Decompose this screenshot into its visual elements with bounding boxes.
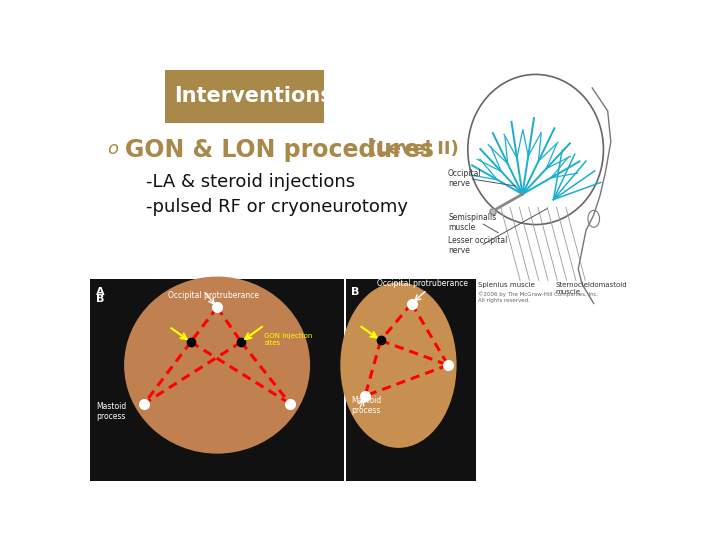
Text: B: B — [351, 287, 359, 296]
Text: Sternocleidomastoid
muscle: Sternocleidomastoid muscle — [555, 282, 626, 295]
Ellipse shape — [124, 276, 310, 454]
Text: Occipital protruberance: Occipital protruberance — [377, 279, 468, 288]
Text: o: o — [107, 140, 118, 159]
Text: -LA & steroid injections: -LA & steroid injections — [145, 173, 355, 191]
Text: Occipital
nerve: Occipital nerve — [448, 169, 482, 188]
Text: GON & LON procedures: GON & LON procedures — [125, 138, 442, 161]
Text: (Level II): (Level II) — [369, 140, 459, 159]
Text: B: B — [96, 294, 104, 304]
Text: Mastoid
process: Mastoid process — [96, 402, 127, 421]
Text: Semispinalis
muscle: Semispinalis muscle — [448, 213, 496, 232]
Text: Interventions: Interventions — [174, 86, 333, 106]
Text: -pulsed RF or cryoneurotomy: -pulsed RF or cryoneurotomy — [145, 198, 408, 216]
Ellipse shape — [341, 282, 456, 448]
Text: ©2006 by The McGraw-Hill Companies, Inc.: ©2006 by The McGraw-Hill Companies, Inc. — [477, 291, 598, 297]
Text: A: A — [96, 287, 105, 296]
Text: Occipital protruberance: Occipital protruberance — [168, 292, 258, 300]
Text: Lesser occipital
nerve: Lesser occipital nerve — [448, 236, 508, 255]
Text: Mastoid
process: Mastoid process — [351, 396, 382, 415]
Text: All rights reserved.: All rights reserved. — [477, 298, 529, 303]
Bar — [346, 279, 476, 481]
Bar — [90, 279, 344, 481]
Text: GON Injection
sites: GON Injection sites — [264, 333, 312, 346]
Bar — [165, 70, 324, 123]
Text: Splenius muscle: Splenius muscle — [477, 282, 534, 288]
Ellipse shape — [490, 209, 496, 215]
